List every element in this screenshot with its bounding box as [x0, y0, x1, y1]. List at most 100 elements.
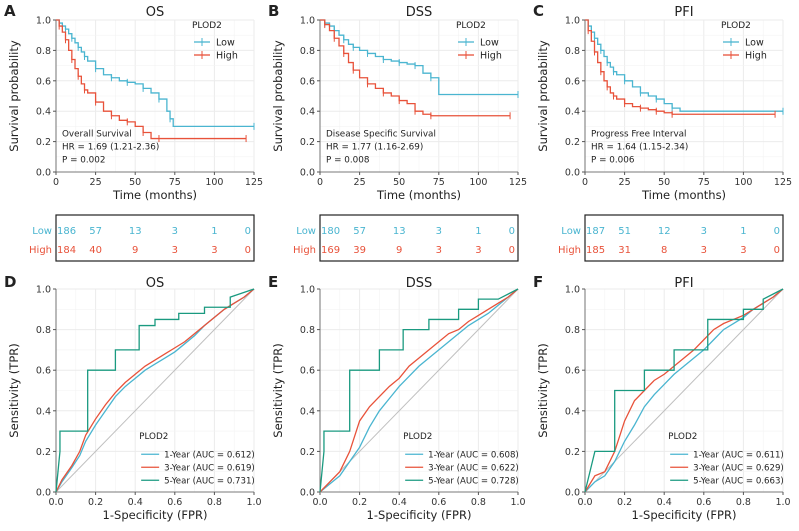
y-tick-label: 0.6: [36, 366, 51, 377]
x-axis-label: 1-Specificity (FPR): [103, 508, 208, 522]
y-tick-label: 1.0: [300, 285, 315, 296]
series-line-high: [55, 288, 255, 493]
risk-count: 57: [353, 226, 366, 237]
y-tick-label: 0.6: [300, 76, 315, 87]
series-line-five: [319, 288, 519, 493]
legend-label: 1-Year (AUC = 0.608): [428, 450, 519, 460]
x-tick-label: 0.0: [48, 497, 63, 508]
legend-label: 5-Year (AUC = 0.731): [164, 476, 255, 486]
series-line-five: [55, 288, 255, 493]
y-tick-label: 1.0: [36, 285, 51, 296]
series-line-high: [56, 19, 247, 140]
y-tick-label: 0.0: [565, 168, 580, 179]
x-tick-label: 1.0: [246, 497, 261, 508]
legend-label: High: [745, 51, 767, 62]
risk-count: 3: [740, 245, 746, 256]
risk-table-frame: [55, 214, 255, 262]
legend-label: High: [216, 51, 238, 62]
risk-row-label: High: [293, 245, 316, 256]
y-axis-label: Sensitivity (TPR): [7, 343, 21, 437]
risk-count: 0: [774, 226, 780, 237]
legend-label: Low: [216, 38, 235, 49]
x-tick-label: 50: [658, 177, 670, 188]
diagonal-reference-line: [319, 288, 519, 493]
risk-count: 1: [475, 226, 481, 237]
y-tick-label: 0.8: [36, 325, 51, 336]
y-tick-label: 0.2: [36, 137, 51, 148]
y-tick-label: 0.6: [300, 366, 315, 377]
legend: PLOD2 Low High: [192, 21, 238, 62]
risk-row-label: Low: [296, 226, 316, 237]
panel-e: E DSS 0.0 0.2 0.4 0.6 0.8 1.0 0.0 0.2 0.4 0.6 0.8 1.0…: [268, 273, 526, 522]
legend: PLOD2 Low High: [456, 21, 502, 62]
y-axis-label: Survival probability: [7, 40, 21, 152]
y-tick-label: 0.8: [565, 46, 580, 57]
panel-letter: E: [268, 273, 278, 291]
y-tick-label: 0.4: [36, 406, 51, 417]
x-tick-label: 75: [698, 177, 710, 188]
x-tick-label: 0.4: [657, 497, 672, 508]
x-tick-label: 100: [734, 177, 752, 188]
y-tick-label: 0.0: [36, 488, 51, 499]
y-tick-label: 0.6: [565, 366, 580, 377]
y-tick-label: 0.2: [300, 137, 315, 148]
risk-count: 184: [57, 245, 76, 256]
x-tick-label: 50: [393, 177, 405, 188]
x-tick-label: 0.2: [617, 497, 632, 508]
risk-count: 180: [321, 226, 340, 237]
x-tick-label: 0.2: [352, 497, 367, 508]
risk-table-frame: [319, 214, 519, 262]
x-axis-label: Time (months): [641, 188, 726, 202]
panel-title: DSS: [406, 276, 433, 291]
risk-row-label: Low: [32, 226, 52, 237]
panel-letter: B: [268, 2, 279, 20]
risk-count: 39: [353, 245, 366, 256]
legend-label: Low: [480, 38, 499, 49]
y-tick-label: 1.0: [565, 285, 580, 296]
y-tick-label: 0.2: [565, 447, 580, 458]
legend-label: 3-Year (AUC = 0.619): [164, 463, 255, 473]
risk-count: 0: [774, 245, 780, 256]
x-tick-label: 0.4: [392, 497, 407, 508]
risk-row-label: High: [558, 245, 581, 256]
risk-count: 169: [321, 245, 340, 256]
risk-count: 0: [509, 245, 515, 256]
legend-title: PLOD2: [192, 21, 222, 31]
risk-count: 3: [172, 245, 178, 256]
y-tick-label: 0.8: [300, 325, 315, 336]
x-tick-label: 0.6: [431, 497, 446, 508]
risk-row-label: Low: [561, 226, 581, 237]
risk-count: 9: [132, 245, 138, 256]
y-tick-label: 1.0: [36, 16, 51, 27]
series-line-low: [319, 288, 519, 493]
x-tick-label: 0: [582, 177, 588, 188]
x-tick-label: 0.4: [128, 497, 143, 508]
legend: PLOD2 Low High: [721, 21, 767, 62]
y-tick-label: 0.2: [565, 137, 580, 148]
y-tick-label: 0.4: [300, 406, 315, 417]
risk-count: 185: [586, 245, 605, 256]
legend-label: 3-Year (AUC = 0.629): [693, 463, 784, 473]
stat-annotation: Overall Survival: [62, 130, 132, 140]
x-tick-label: 0.0: [312, 497, 327, 508]
x-tick-label: 125: [774, 177, 792, 188]
risk-row-label: High: [29, 245, 52, 256]
risk-count: 1: [211, 226, 217, 237]
y-tick-label: 0.4: [36, 107, 51, 118]
y-tick-label: 0.8: [565, 325, 580, 336]
x-tick-label: 0.8: [736, 497, 751, 508]
panel-title: PFI: [674, 276, 693, 291]
stat-annotation: P = 0.008: [326, 156, 369, 166]
risk-count: 9: [396, 245, 402, 256]
risk-count: 51: [618, 226, 631, 237]
legend-title: PLOD2: [139, 432, 168, 442]
y-tick-label: 0.6: [36, 76, 51, 87]
x-axis-label: 1-Specificity (FPR): [367, 508, 472, 522]
y-tick-label: 0.4: [300, 107, 315, 118]
series-line-low: [585, 19, 783, 112]
stat-annotation: HR = 1.64 (1.15-2.34): [591, 143, 688, 153]
x-tick-label: 50: [129, 177, 141, 188]
legend-label: 5-Year (AUC = 0.728): [428, 476, 519, 486]
stat-annotation: HR = 1.69 (1.21-2.36): [62, 143, 159, 153]
